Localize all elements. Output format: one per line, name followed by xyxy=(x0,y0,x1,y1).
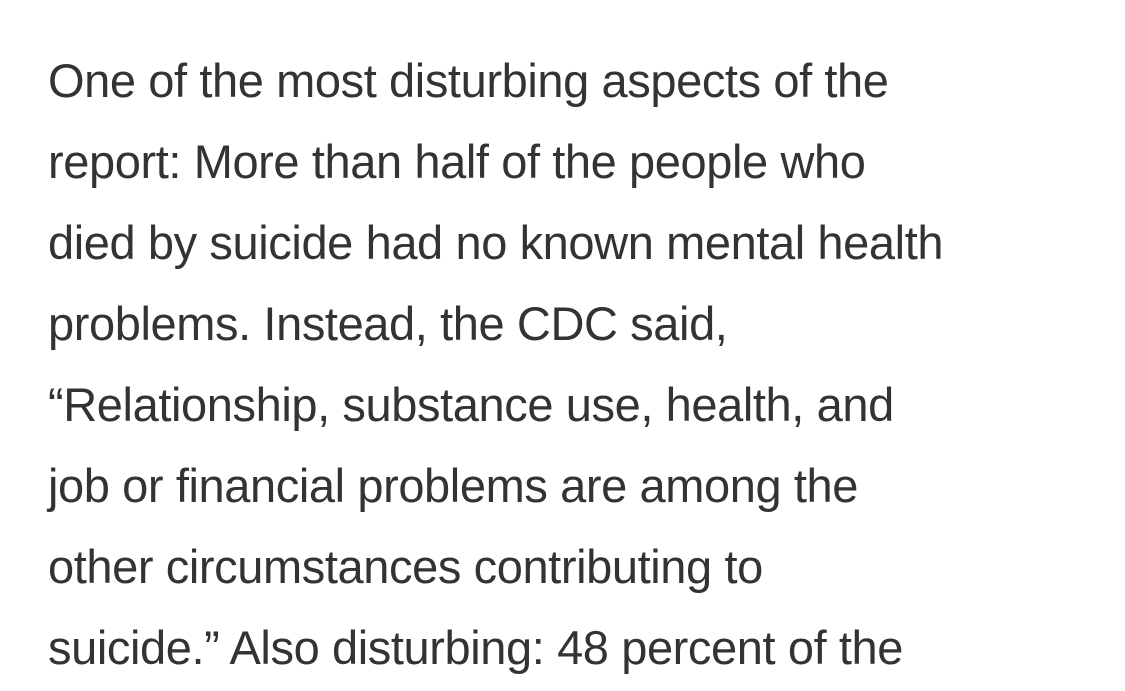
article-paragraph: One of the most disturbing aspects of th… xyxy=(48,40,1108,688)
paragraph-line-8: suicide.” Also disturbing: 48 percent of… xyxy=(48,621,904,674)
paragraph-line-5: “Relationship, substance use, health, an… xyxy=(48,378,894,431)
paragraph-line-1: One of the most disturbing aspects of th… xyxy=(48,54,889,107)
paragraph-line-6: job or financial problems are among the xyxy=(48,459,858,512)
paragraph-line-2: report: More than half of the people who xyxy=(48,135,866,188)
paragraph-line-7: other circumstances contributing to xyxy=(48,540,763,593)
paragraph-line-3: died by suicide had no known mental heal… xyxy=(48,216,944,269)
paragraph-line-4: problems. Instead, the CDC said, xyxy=(48,297,728,350)
